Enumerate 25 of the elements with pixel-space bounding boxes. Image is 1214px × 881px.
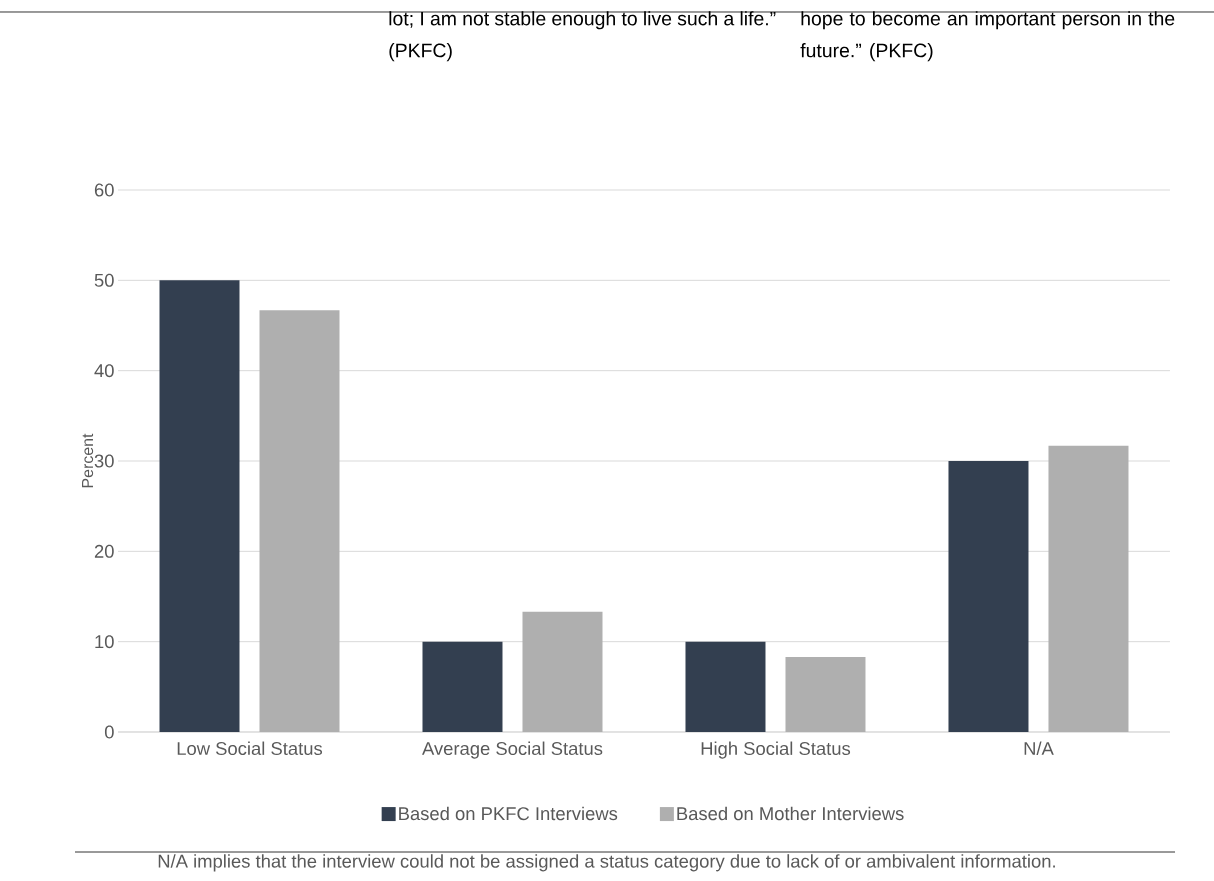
- x-tick-label: Low Social Status: [177, 741, 323, 756]
- bar: [422, 641, 503, 732]
- bar: [259, 310, 340, 732]
- bar: [785, 657, 866, 732]
- bar: [159, 280, 240, 732]
- y-tick-label: 60: [94, 183, 114, 197]
- x-tick-label: High Social Status: [701, 741, 851, 759]
- bar: [1048, 445, 1129, 732]
- legend-label: Based on PKFC Interviews: [399, 806, 618, 821]
- text: N/A implies that the interview could not be assigned a status category due to lack of or ambivalent information.: [158, 854, 1055, 872]
- bar: [948, 461, 1029, 732]
- bar: [685, 641, 766, 732]
- y-tick-label: 10: [95, 635, 114, 649]
- y-tick-label: 40: [94, 364, 114, 378]
- text: hope to become an important person in the future.” (PKFC): [800, 11, 1175, 62]
- y-tick-label: 0: [104, 725, 114, 739]
- x-tick-label: Average Social Status: [422, 741, 603, 759]
- x-tick-label: N/A: [1024, 741, 1054, 756]
- y-tick-label: 50: [94, 273, 114, 287]
- y-tick-label: 20: [94, 544, 114, 558]
- bar: [522, 611, 603, 732]
- y-tick-label: 30: [94, 454, 114, 468]
- legend-label: Based on Mother Interviews: [677, 806, 904, 821]
- text: lot; I am not stable enough to live such a life.” (PKFC): [389, 11, 776, 62]
- y-axis-title: Percent: [82, 433, 94, 488]
